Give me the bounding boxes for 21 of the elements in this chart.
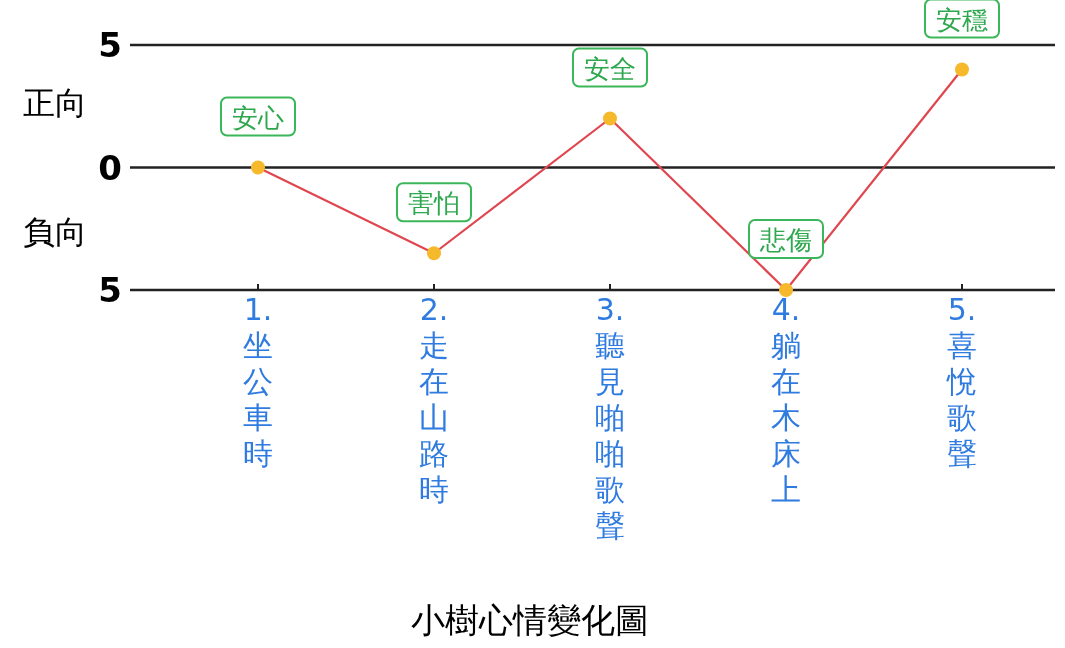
annotation: 安全 [584,53,636,84]
x-tick-label: 2.走在山路時 [419,292,449,507]
annotation: 悲傷 [748,219,824,259]
x-tick-label: 4.躺在木床上 [771,292,801,507]
y-tick-label: 5 [98,270,122,310]
text: 正向 [23,84,87,123]
annotation: 安穩 [936,4,988,35]
annotation: 害怕 [408,188,460,219]
y-tick-label: 0 [98,147,122,188]
x-tick-label: 3.聽見啪啪歌聲 [595,292,625,543]
text: 負向 [23,212,87,251]
annotation: 安全 [572,47,648,88]
annotation: 安穩 [924,0,1000,39]
text: 小樹心情變化圖 [411,600,649,640]
annotation: 害怕 [396,182,472,223]
y-tick-label: 5 [98,25,122,65]
annotation: 安心 [220,96,296,137]
x-tick-label: 1.坐公車時 [243,292,273,471]
annotation: 悲傷 [759,225,812,255]
annotation: 安心 [232,102,284,133]
x-tick-label: 5.喜悅歌聲 [946,292,977,471]
